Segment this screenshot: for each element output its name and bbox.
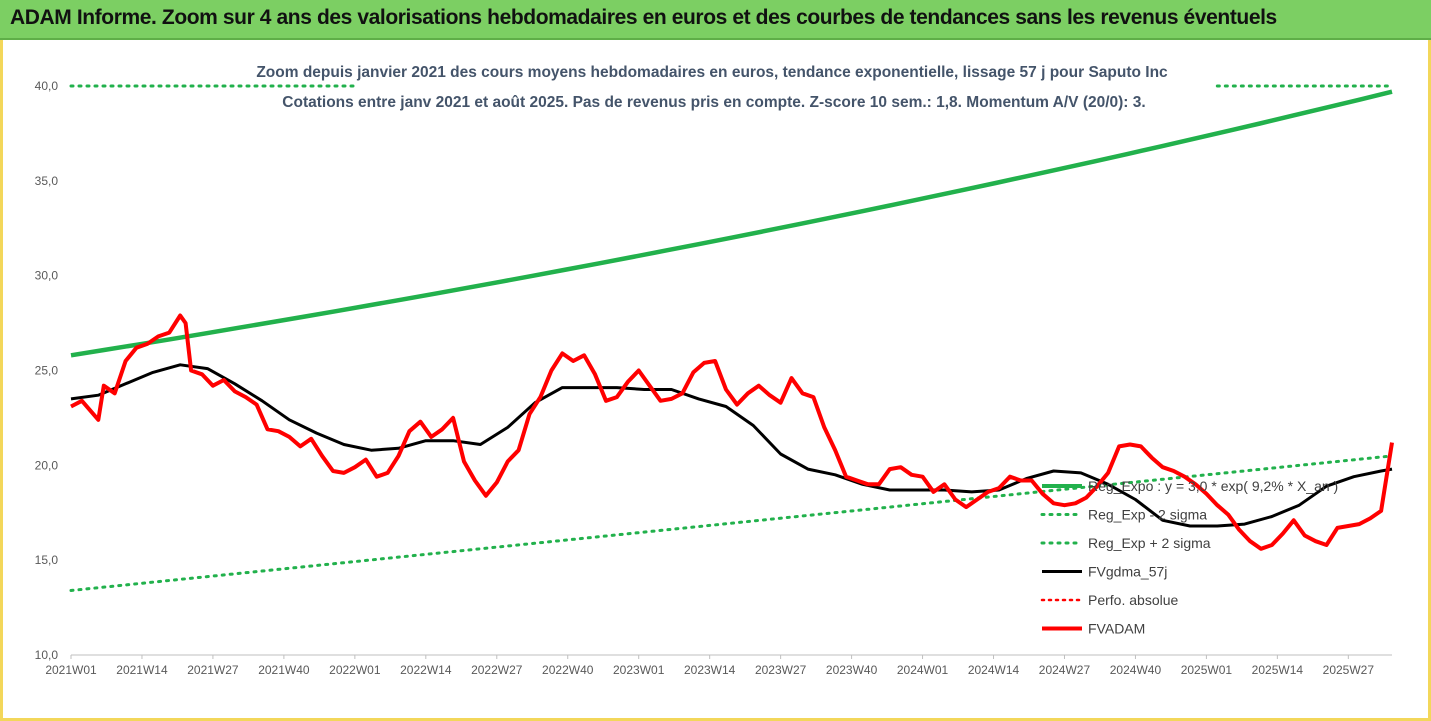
series-reg-expo — [70, 89, 1393, 358]
banner: ADAM Informe. Zoom sur 4 ans des valoris… — [0, 0, 1431, 40]
frame-border-left — [0, 40, 3, 721]
x-tick-label: 2025W27 — [1323, 663, 1375, 677]
x-tick-label: 2024W01 — [897, 663, 949, 677]
chart-subtitle: Cotations entre janv 2021 et août 2025. … — [282, 94, 1145, 111]
x-tick-label: 2024W27 — [1039, 663, 1091, 677]
x-tick-label: 2022W01 — [329, 663, 381, 677]
legend-label: Reg_Expo : y = 3,0 * exp( 9,2% * X_an ) — [1088, 478, 1338, 494]
x-tick-label: 2021W01 — [45, 663, 97, 677]
x-tick-label: 2021W14 — [116, 663, 168, 677]
x-tick-label: 2023W14 — [684, 663, 736, 677]
series-fvgdma-57j — [70, 363, 1393, 528]
x-tick-label: 2025W01 — [1181, 663, 1233, 677]
x-tick-label: 2023W01 — [613, 663, 665, 677]
y-tick-label: 30,0 — [35, 269, 59, 283]
legend-label: Reg_Exp + 2 sigma — [1088, 535, 1211, 551]
x-tick-label: 2024W14 — [968, 663, 1020, 677]
banner-title: ADAM Informe. Zoom sur 4 ans des valoris… — [10, 6, 1277, 29]
series-layer — [69, 84, 1394, 592]
x-tick-label: 2024W40 — [1110, 663, 1162, 677]
series-fvadam — [70, 313, 1394, 551]
x-tick-label: 2021W40 — [258, 663, 310, 677]
frame-border-right — [1428, 40, 1431, 721]
y-tick-label: 35,0 — [35, 174, 59, 188]
chart: 10,015,020,025,030,035,040,0 2021W01 2021… — [35, 64, 1394, 677]
y-axis-ticks: 10,0 15,0 20,0 25,0 30,0 35,0 40,0 — [35, 79, 59, 662]
x-tick-label: 2023W40 — [826, 663, 878, 677]
chart-title: Zoom depuis janvier 2021 des cours moyen… — [256, 64, 1168, 81]
legend-label: Reg_Exp - 2 sigma — [1088, 507, 1207, 523]
x-tick-label: 2023W27 — [755, 663, 807, 677]
legend-label: FVADAM — [1088, 621, 1145, 637]
y-tick-label: 10,0 — [35, 648, 59, 662]
x-tick-label: 2022W14 — [400, 663, 452, 677]
legend-label: Perfo. absolue — [1088, 592, 1178, 608]
x-tick-label: 2022W27 — [471, 663, 523, 677]
series-reg-exp-plus-2-sigma — [69, 454, 1394, 592]
x-tick-label: 2021W27 — [187, 663, 239, 677]
legend: Reg_Expo : y = 3,0 * exp( 9,2% * X_an ) R… — [1040, 478, 1338, 637]
legend-label: FVgdma_57j — [1088, 564, 1167, 580]
y-tick-label: 25,0 — [35, 364, 59, 378]
x-axis-ticks: 2021W01 2021W14 2021W27 2021W40 2022W01 2022W… — [45, 655, 1374, 677]
y-tick-label: 40,0 — [35, 79, 59, 93]
y-tick-label: 20,0 — [35, 458, 59, 472]
x-tick-label: 2022W40 — [542, 663, 594, 677]
frame-border-bottom — [0, 718, 1431, 721]
x-tick-label: 2025W14 — [1252, 663, 1304, 677]
y-tick-label: 15,0 — [35, 553, 59, 567]
